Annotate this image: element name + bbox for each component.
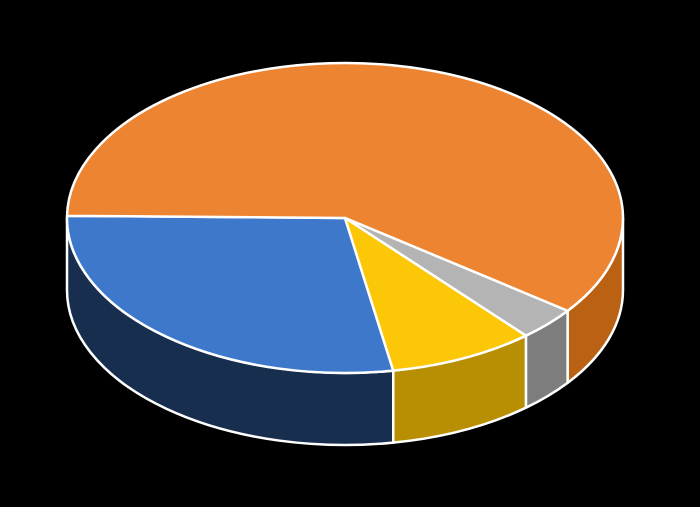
pie-top xyxy=(67,63,623,373)
pie-chart-3d xyxy=(0,0,700,507)
